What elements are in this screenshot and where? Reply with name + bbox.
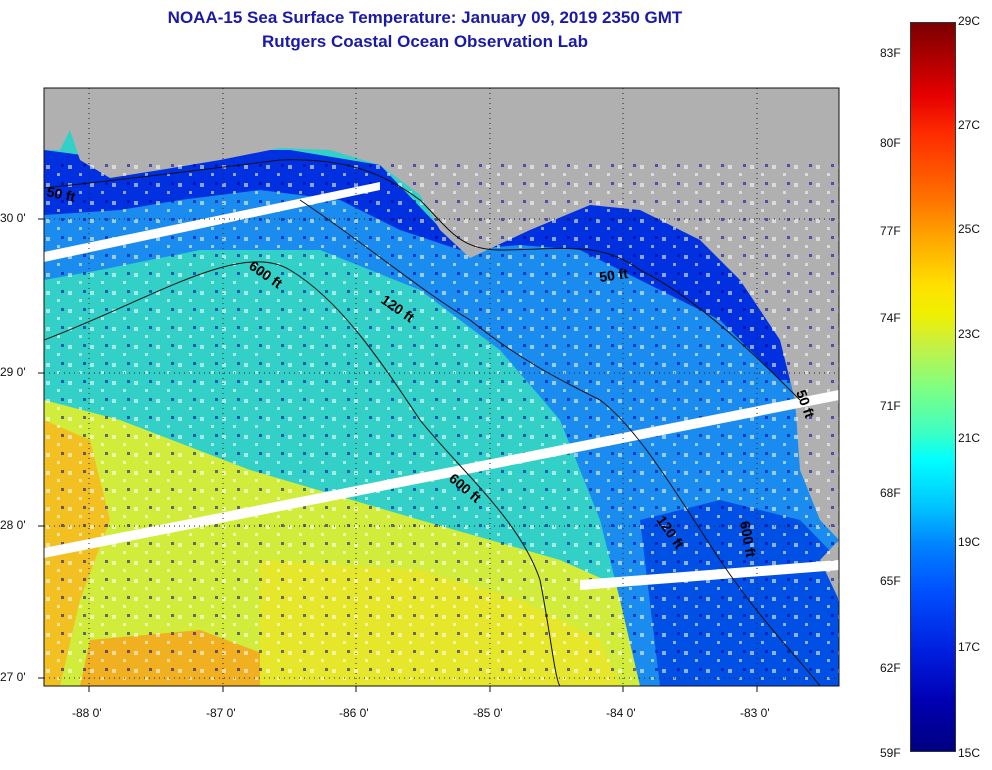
lon-tick-label: -83 0'	[740, 706, 770, 720]
lon-tick-label: -84 0'	[606, 706, 636, 720]
temperature-colorbar	[910, 22, 956, 752]
colorbar-f-label: 80F	[880, 136, 901, 150]
colorbar-f-label: 71F	[880, 399, 901, 413]
colorbar-f-label: 68F	[880, 486, 901, 500]
contour-label: 50 ft	[598, 265, 629, 285]
colorbar-c-label: 29C	[958, 14, 981, 28]
colorbar-c-label: 27C	[958, 118, 981, 132]
contour-line	[44, 261, 561, 686]
colorbar-c-label: 15C	[958, 746, 981, 760]
contour-line	[299, 199, 821, 686]
lon-tick-label: -88 0'	[72, 706, 102, 720]
map-subtitle: Rutgers Coastal Ocean Observation Lab	[262, 32, 588, 51]
map-frame	[43, 87, 840, 687]
colorbar-f-label: 83F	[880, 46, 901, 60]
contour-label: 50 ft	[45, 183, 77, 205]
swath-gap	[580, 560, 839, 590]
colorbar-c-label: 21C	[958, 431, 981, 445]
lon-tick-label: -85 0'	[473, 706, 503, 720]
contour-label: 600 ft	[737, 520, 759, 559]
map-title: NOAA-15 Sea Surface Temperature: January…	[167, 8, 683, 27]
swath-gap	[44, 182, 380, 262]
colorbar-f-label: 77F	[880, 224, 901, 238]
lon-tick-label: -86 0'	[339, 706, 369, 720]
lat-tick-label: 28 0'	[0, 518, 26, 532]
lat-tick-label: 27 0'	[0, 670, 26, 684]
colorbar-f-label: 59F	[880, 746, 901, 760]
colorbar-c-label: 19C	[958, 535, 981, 549]
contour-line	[44, 159, 801, 401]
colorbar-f-label: 74F	[880, 311, 901, 325]
lat-tick-label: 30 0'	[0, 211, 26, 225]
lat-tick-label: 29 0'	[0, 365, 26, 379]
colorbar-c-label: 25C	[958, 222, 981, 236]
colorbar-c-label: 23C	[958, 327, 981, 341]
colorbar-c-label: 17C	[958, 640, 981, 654]
colorbar-f-label: 62F	[880, 661, 901, 675]
swath-gap	[44, 390, 839, 558]
colorbar-f-label: 65F	[880, 574, 901, 588]
lon-tick-label: -87 0'	[206, 706, 236, 720]
